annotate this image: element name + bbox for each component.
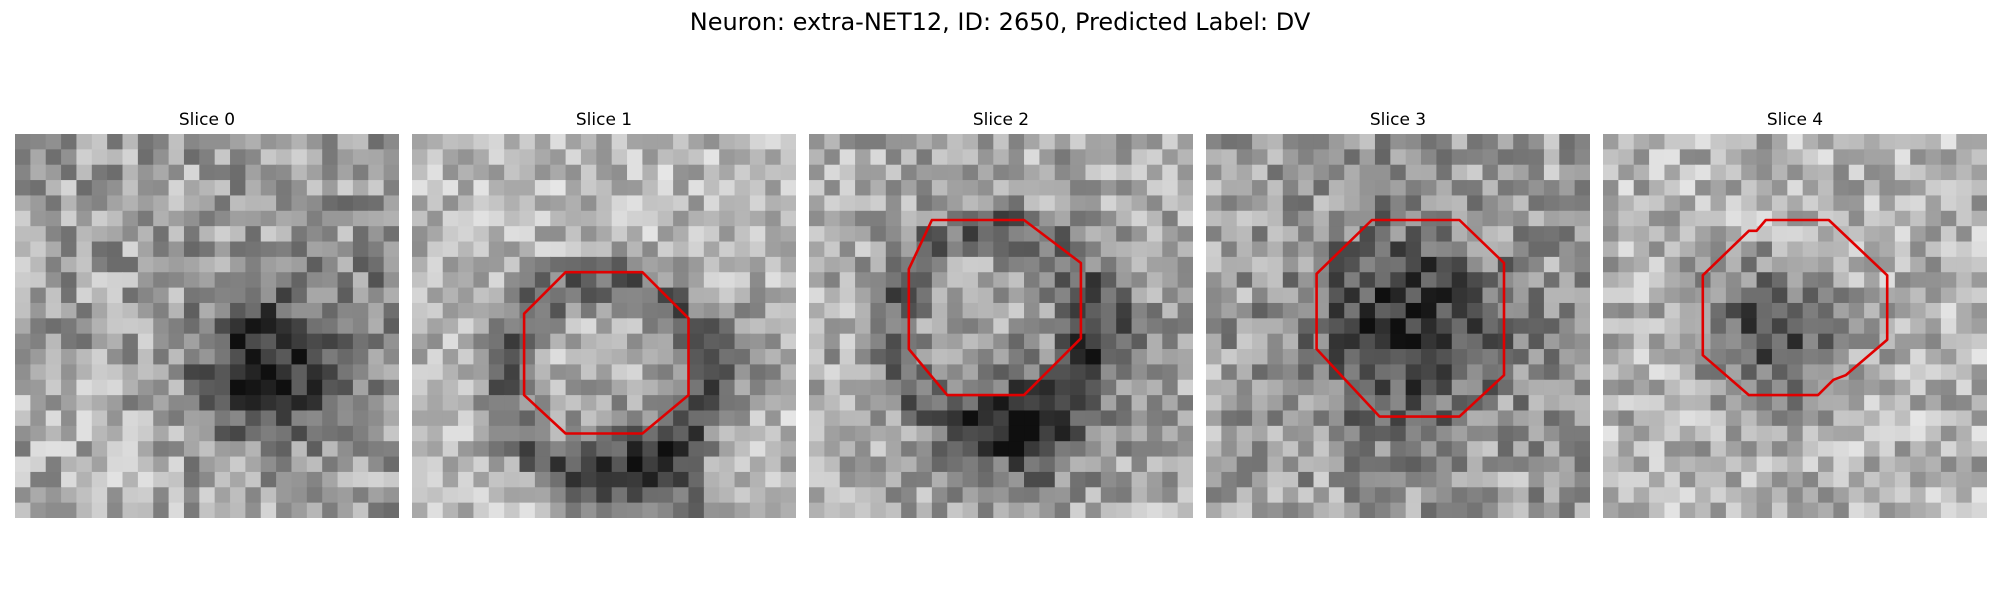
slice-image-3 xyxy=(1206,134,1590,518)
slice-image-2 xyxy=(809,134,1193,518)
slice-title-2: Slice 2 xyxy=(972,110,1030,130)
roi-contour-2 xyxy=(907,218,1083,397)
slice-panel-1: Slice 1 xyxy=(412,108,796,518)
slice-title-3: Slice 3 xyxy=(1369,110,1427,130)
slice-title-1: Slice 1 xyxy=(575,110,633,130)
slice-panel-3: Slice 3 xyxy=(1206,108,1590,518)
roi-contour-1 xyxy=(522,270,690,435)
slice-panel-0: Slice 0 xyxy=(15,108,399,518)
roi-contour-4 xyxy=(1701,218,1889,397)
slice-panel-2: Slice 2 xyxy=(809,108,1193,518)
slice-image-1 xyxy=(412,134,796,518)
slice-title-4: Slice 4 xyxy=(1766,110,1824,130)
slice-panel-4: Slice 4 xyxy=(1603,108,1987,518)
slice-image-0 xyxy=(15,134,399,518)
slice-image-4 xyxy=(1603,134,1987,518)
slice-title-0: Slice 0 xyxy=(178,110,236,130)
roi-contour-3 xyxy=(1315,218,1506,418)
figure-title: Neuron: extra-NET12, ID: 2650, Predicted… xyxy=(689,8,1311,36)
